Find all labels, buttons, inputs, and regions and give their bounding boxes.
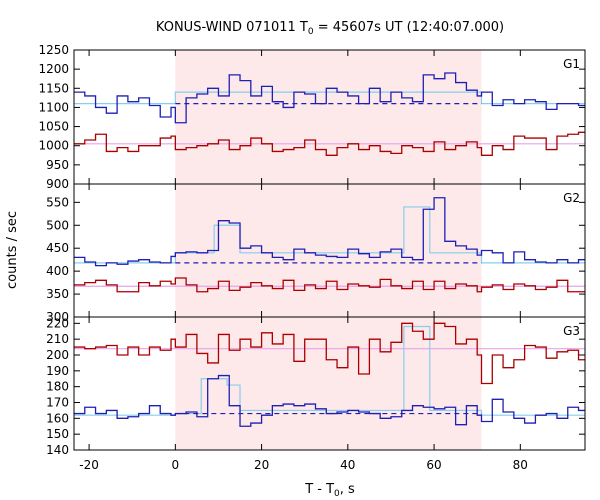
y-tick-label: 350 bbox=[46, 287, 69, 301]
y-tick-label: 550 bbox=[46, 195, 69, 209]
y-tick-label: 950 bbox=[46, 158, 69, 172]
y-tick-label: 1150 bbox=[38, 81, 69, 95]
y-tick-label: 1050 bbox=[38, 120, 69, 134]
panel-label: G3 bbox=[563, 324, 580, 338]
y-tick-label: 1250 bbox=[38, 43, 69, 57]
panel-frame bbox=[73, 316, 586, 451]
panel-label: G1 bbox=[563, 57, 580, 71]
y-tick-label: 200 bbox=[46, 348, 69, 362]
x-axis-label: T - T0, s bbox=[304, 482, 355, 499]
series-light-blue-line bbox=[74, 91, 585, 105]
series-red-line bbox=[74, 277, 585, 293]
y-tick-label: 140 bbox=[46, 443, 69, 457]
x-tick-label: 40 bbox=[340, 458, 355, 472]
shaded-interval bbox=[175, 50, 482, 184]
y-tick-label: 210 bbox=[46, 332, 69, 346]
series-group bbox=[74, 72, 585, 156]
y-tick-label: 300 bbox=[46, 310, 69, 324]
series-red-line bbox=[74, 131, 585, 156]
y-tick-label: 1000 bbox=[38, 139, 69, 153]
y-axis-label: counts / sec bbox=[5, 211, 20, 289]
y-tick-label: 220 bbox=[46, 316, 69, 330]
x-tick-label: -20 bbox=[79, 458, 99, 472]
series-blue-line bbox=[74, 374, 585, 427]
series-group bbox=[74, 322, 585, 427]
shaded-interval bbox=[175, 184, 482, 317]
series-red-line bbox=[74, 322, 585, 385]
panel-label: G2 bbox=[563, 191, 580, 205]
shaded-interval bbox=[175, 317, 482, 450]
x-tick-label: 60 bbox=[426, 458, 441, 472]
y-tick-label: 450 bbox=[46, 241, 69, 255]
x-tick-label: 0 bbox=[172, 458, 180, 472]
series-group bbox=[74, 197, 585, 293]
panel-g2: 300 350 400 450 500 550 G2 bbox=[46, 183, 586, 324]
x-tick-label: 80 bbox=[513, 458, 528, 472]
y-tick-label: 1100 bbox=[38, 100, 69, 114]
x-tick-label: 20 bbox=[254, 458, 269, 472]
y-tick-label: 160 bbox=[46, 411, 69, 425]
y-tick-label: 170 bbox=[46, 396, 69, 410]
y-tick-label: 500 bbox=[46, 218, 69, 232]
series-blue-line bbox=[74, 72, 585, 124]
panel-g1: 900 950 1000 1050 1100 1150 1200 1250 G1 bbox=[38, 43, 586, 191]
y-tick-label: 150 bbox=[46, 427, 69, 441]
series-blue-line bbox=[74, 197, 585, 267]
chart-title: KONUS-WIND 071011 T0 = 45607s UT (12:40:… bbox=[156, 20, 504, 37]
y-tick-label: 400 bbox=[46, 264, 69, 278]
y-tick-label: 1200 bbox=[38, 62, 69, 76]
y-tick-label: 190 bbox=[46, 364, 69, 378]
y-tick-label: 900 bbox=[46, 177, 69, 191]
y-tick-label: 180 bbox=[46, 380, 69, 394]
